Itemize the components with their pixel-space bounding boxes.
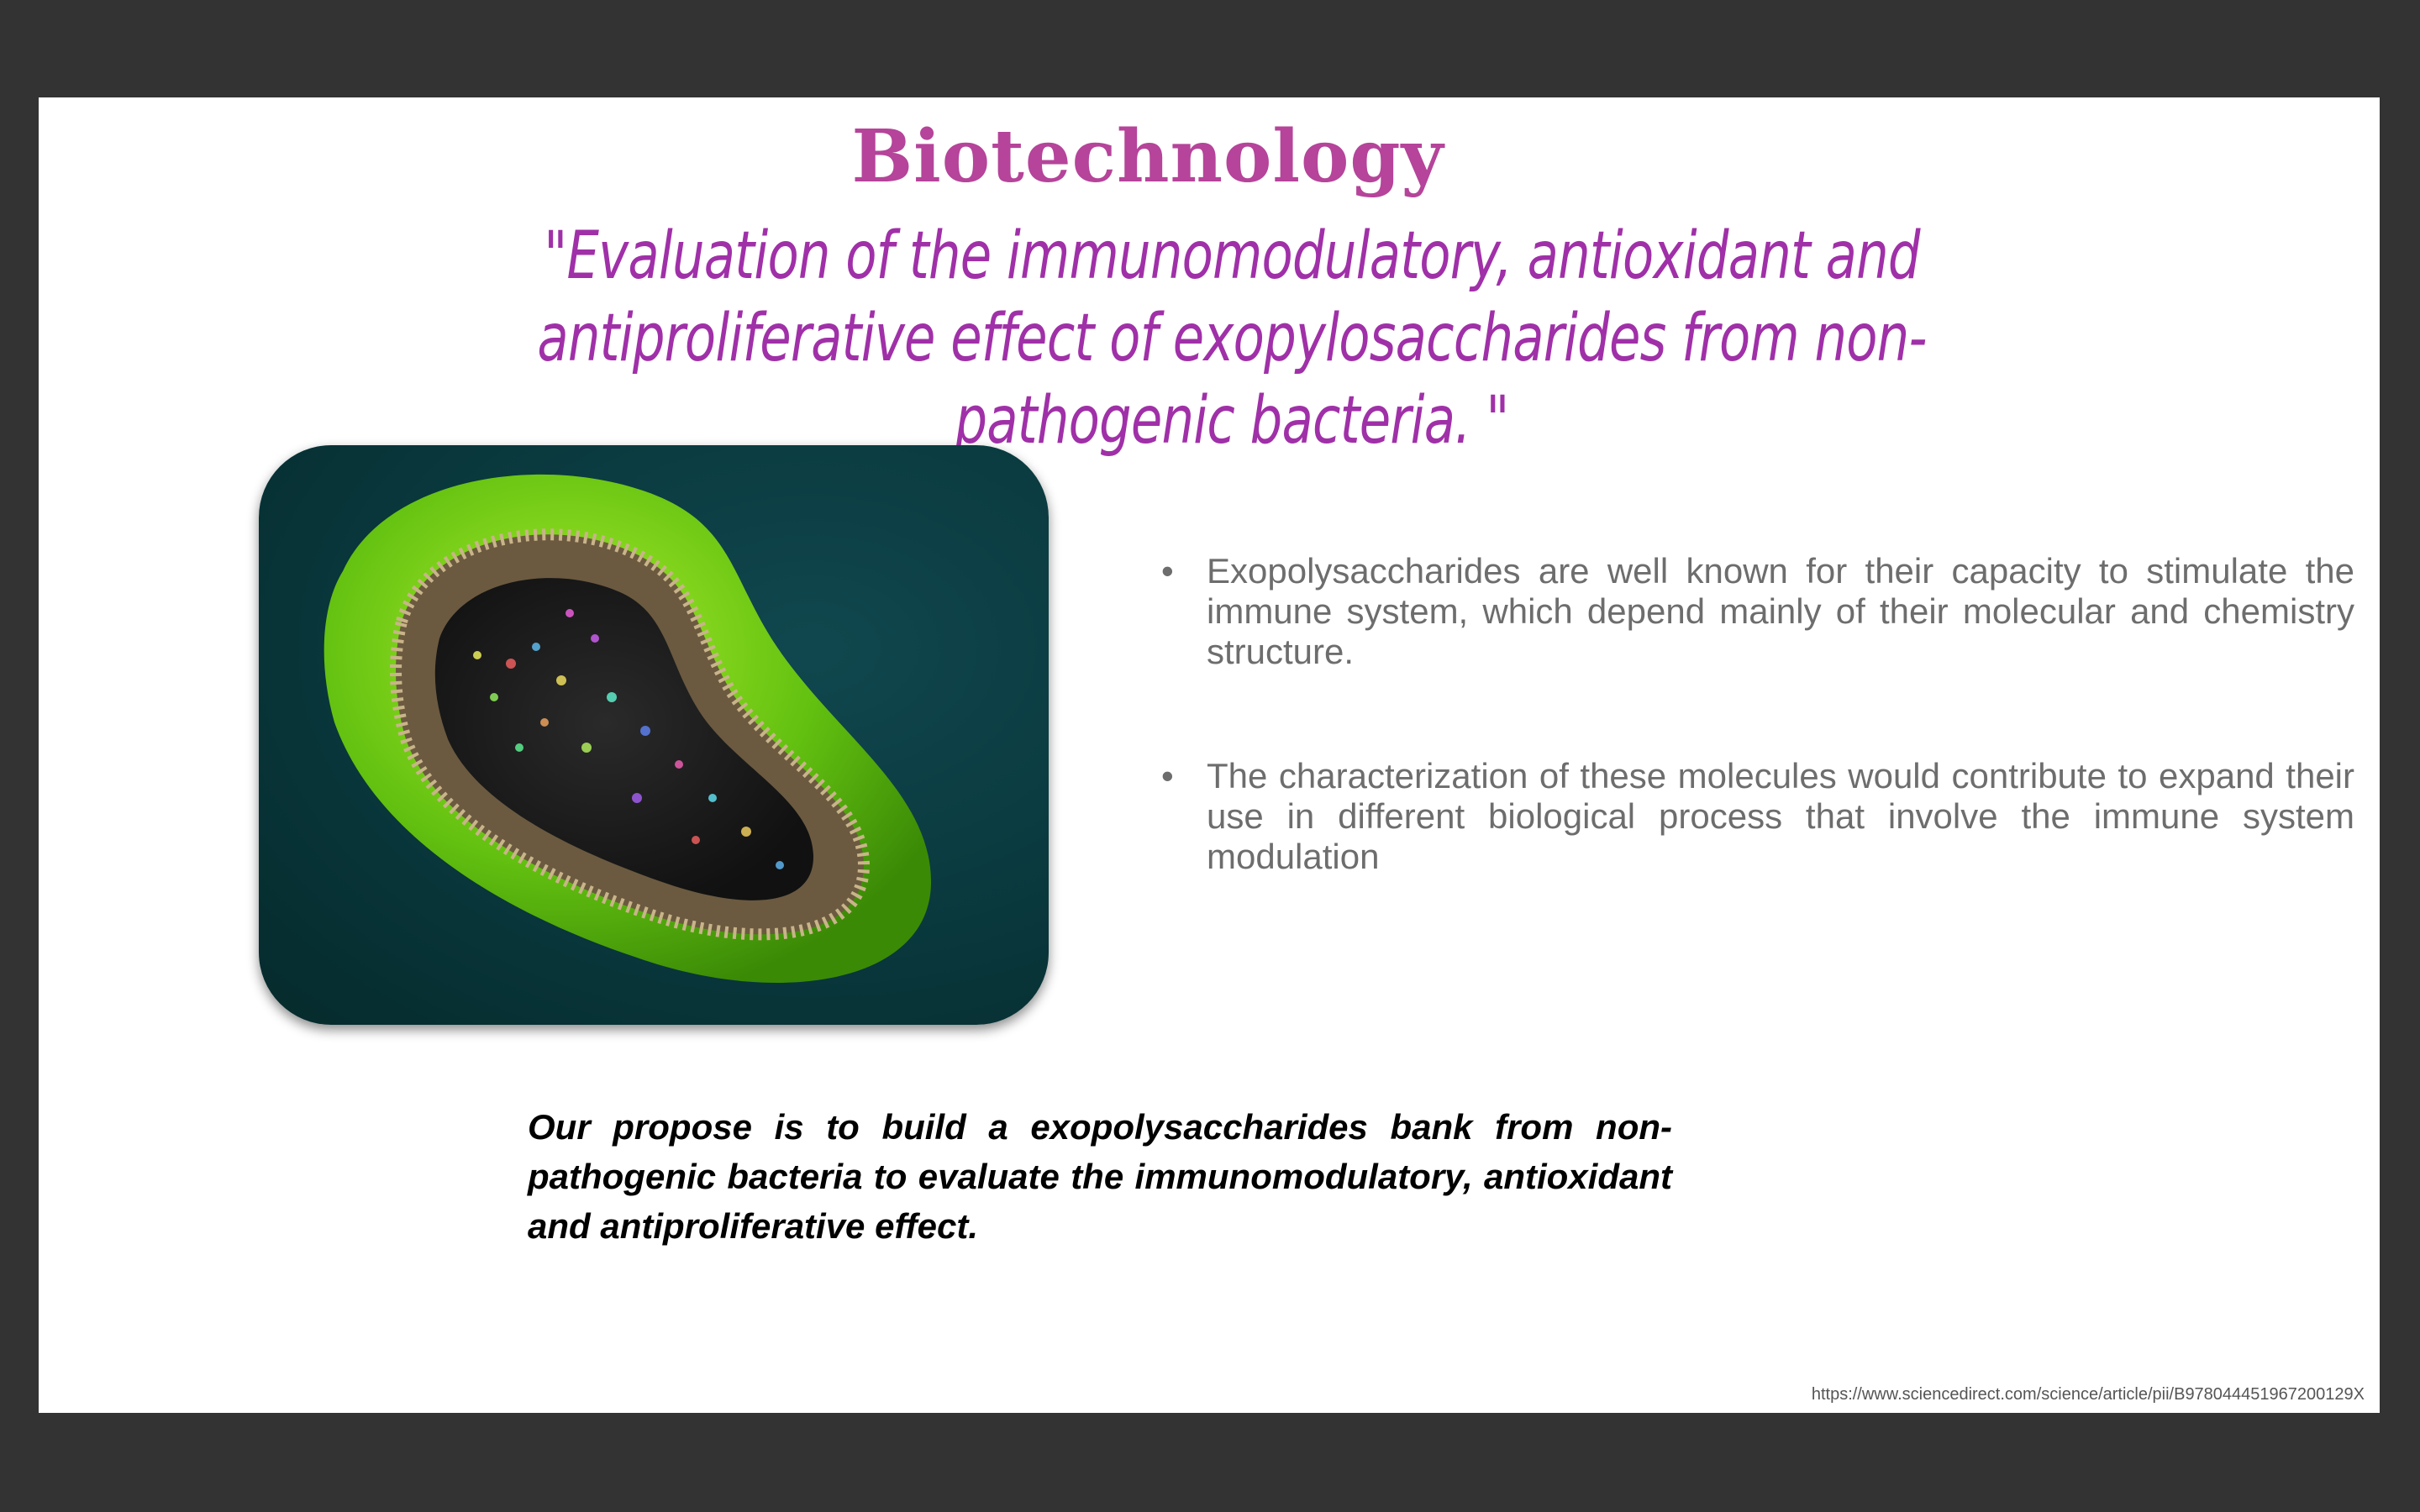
bullet-text: The characterization of these molecules … [1207,756,2354,876]
source-citation[interactable]: https://www.sciencedirect.com/science/ar… [1811,1385,2365,1404]
bacterium-illustration [259,445,1049,1025]
bullet-marker: • [1161,551,1174,591]
purpose-statement: Our propose is to build a exopolysacchar… [528,1107,1672,1246]
slide: Biotechnology "Evaluation of the immunom… [39,97,2380,1413]
bullet-list: • Exopolysaccharides are well known for … [1161,551,2354,961]
slide-subtitle: "Evaluation of the immunomodulatory, ant… [537,218,1927,459]
bullet-marker: • [1161,756,1174,795]
bullet-text: Exopolysaccharides are well known for th… [1207,551,2354,671]
slide-heading: Biotechnology [851,114,1444,199]
bacterium-graphic [324,474,931,983]
molecules-cluster [473,609,784,869]
cytoplasm-shape [434,578,813,900]
bullet-item: • The characterization of these molecule… [1161,756,2354,877]
bullet-item: • Exopolysaccharides are well known for … [1161,551,2354,672]
